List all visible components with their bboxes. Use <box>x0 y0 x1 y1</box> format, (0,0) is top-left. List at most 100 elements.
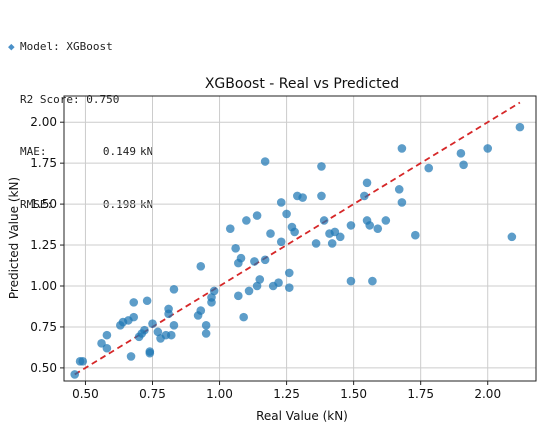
data-point <box>365 221 375 230</box>
data-point <box>126 352 136 361</box>
data-point <box>274 278 283 288</box>
data-point <box>266 229 275 238</box>
data-point <box>252 211 262 220</box>
data-point <box>360 191 369 201</box>
data-point <box>166 330 176 340</box>
data-point <box>140 325 149 335</box>
data-point <box>373 224 383 233</box>
data-point <box>78 357 88 366</box>
data-point <box>284 268 294 278</box>
data-point <box>335 232 345 242</box>
metrics-panel: ◆ Model: XGBoost R2 Score: 0.750 MAE: 0.14… <box>8 3 153 231</box>
x-tick-label: 1.75 <box>407 387 434 401</box>
data-point <box>70 370 80 379</box>
data-point <box>260 157 270 166</box>
x-tick-label: 1.25 <box>273 387 300 401</box>
y-tick-label: 1.75 <box>30 156 57 170</box>
y-tick-label: 2.00 <box>30 115 57 129</box>
data-point <box>242 216 251 225</box>
data-point <box>483 144 493 153</box>
data-point <box>145 347 155 356</box>
data-point <box>424 163 434 173</box>
data-point <box>142 296 152 306</box>
data-point <box>201 321 211 330</box>
x-tick-label: 1.00 <box>206 387 233 401</box>
data-point <box>231 244 240 253</box>
points-layer <box>70 122 525 379</box>
data-point <box>209 286 219 296</box>
y-tick-label: 0.75 <box>30 320 57 334</box>
y-tick-label: 1.25 <box>30 238 57 252</box>
data-point <box>236 253 246 263</box>
data-point <box>317 191 326 201</box>
metric-model-row: ◆ Model: XGBoost <box>8 38 153 56</box>
reference-line-layer <box>74 101 521 376</box>
data-point <box>290 227 299 237</box>
data-point <box>346 276 356 286</box>
data-point <box>411 230 420 240</box>
data-point <box>225 224 235 233</box>
data-point <box>196 306 206 315</box>
data-point <box>317 162 326 171</box>
data-point <box>239 312 248 322</box>
data-point <box>276 237 286 247</box>
data-point <box>252 281 262 291</box>
data-point <box>148 319 157 328</box>
data-point <box>129 298 139 307</box>
data-point <box>298 193 307 202</box>
data-point <box>327 239 337 248</box>
x-tick-label: 0.50 <box>72 387 99 401</box>
data-point <box>381 216 391 225</box>
x-tick-label: 0.75 <box>139 387 166 401</box>
y-tick-label: 1.50 <box>30 197 57 211</box>
data-point <box>207 293 216 302</box>
data-point <box>368 276 377 286</box>
axes: 0.50 0.75 1.00 1.25 1.50 1.75 2.00 0.50 0.75 1.00… <box>30 115 501 401</box>
mae-label: MAE: <box>20 145 47 158</box>
x-axis-label: Real Value (kN) <box>256 409 348 423</box>
data-point <box>515 122 525 132</box>
data-point <box>196 262 206 271</box>
data-point <box>397 198 407 207</box>
reference-line <box>74 101 521 376</box>
chart-title: XGBoost - Real vs Predicted <box>205 76 399 92</box>
mae-value: 0.149 <box>102 145 136 158</box>
mae-unit: kN <box>140 145 154 158</box>
data-point <box>153 327 163 337</box>
data-point <box>260 255 270 265</box>
data-point <box>394 185 404 194</box>
data-point <box>244 286 254 296</box>
bullet-icon: ◆ <box>8 40 15 53</box>
model-label: Model: XGBoost <box>20 40 113 53</box>
data-point <box>284 283 294 292</box>
data-point <box>169 321 179 330</box>
data-point <box>102 330 112 340</box>
x-tick-label: 1.50 <box>340 387 367 401</box>
data-point <box>459 160 468 170</box>
data-point <box>201 329 211 338</box>
data-point <box>397 144 407 153</box>
x-tick-label: 2.00 <box>474 387 501 401</box>
rmse-label: RMSE: <box>20 197 54 211</box>
y-axis-label: Predicted Value (kN) <box>7 177 21 299</box>
data-point <box>362 178 372 188</box>
data-point <box>507 232 517 242</box>
data-point <box>319 216 329 225</box>
data-point <box>276 198 286 207</box>
metric-mae-row: MAE: 0.149 kN <box>8 143 153 161</box>
y-tick-label: 0.50 <box>30 361 57 375</box>
data-point <box>102 343 112 353</box>
data-point <box>234 291 243 301</box>
y-tick-label: 1.00 <box>30 279 57 293</box>
data-point <box>346 221 356 230</box>
data-point <box>250 257 259 266</box>
plot-frame <box>63 95 537 382</box>
data-point <box>169 284 179 294</box>
data-point <box>255 275 265 284</box>
data-point <box>164 304 173 314</box>
data-point <box>129 312 139 322</box>
data-point <box>456 149 466 158</box>
data-point <box>311 239 321 248</box>
grid <box>64 96 536 381</box>
